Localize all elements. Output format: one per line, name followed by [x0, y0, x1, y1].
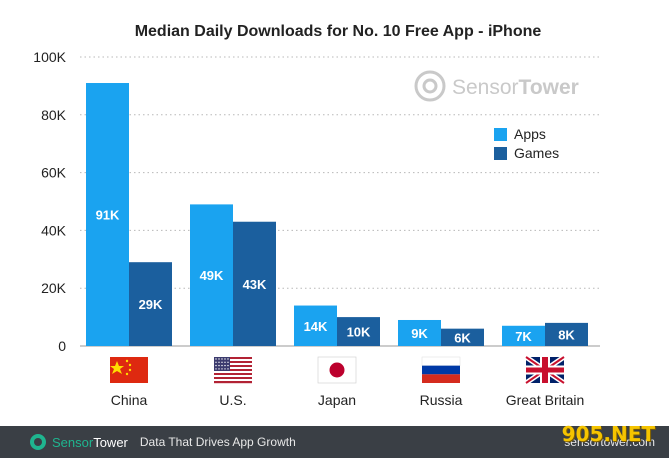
bar-apps [86, 83, 129, 346]
legend-swatch [494, 147, 507, 160]
sensortower-logo-icon [30, 434, 46, 450]
bar-apps [294, 305, 337, 346]
bar-data-label: 9K [411, 326, 428, 341]
footer-brand: SensorTower [52, 434, 128, 450]
y-tick-label: 0 [58, 338, 66, 354]
category-label: U.S. [219, 392, 246, 408]
russia-flag-icon [421, 356, 461, 383]
bar-data-label: 8K [558, 327, 575, 342]
y-axis: 0 20K 40K 60K 80K 100K [33, 49, 66, 354]
legend-swatch [494, 128, 507, 141]
category-label: Japan [318, 392, 356, 408]
bar-data-label: 91K [96, 208, 120, 223]
bar-data-label: 43K [243, 277, 267, 292]
y-tick-label: 20K [41, 280, 67, 296]
legend-label: Games [514, 145, 559, 161]
legend-label: Apps [514, 126, 546, 142]
china-flag-icon [110, 357, 148, 383]
watermark-brand-light: Sensor [452, 76, 519, 99]
sensortower-logo-icon [414, 70, 446, 102]
bar-games [129, 262, 172, 346]
bar-data-label: 10K [347, 325, 371, 340]
footer-bar: SensorTower Data That Drives App Growth … [0, 422, 669, 458]
chart-title: Median Daily Downloads for No. 10 Free A… [135, 23, 542, 40]
footer-logo: SensorTower [30, 434, 128, 450]
overlay-watermark: 905.NET [561, 422, 655, 446]
us-flag-icon [214, 357, 252, 384]
y-tick-label: 100K [33, 49, 66, 65]
svg-text:SensorTower: SensorTower [452, 76, 579, 99]
bar-data-label: 14K [304, 319, 328, 334]
uk-flag-icon [524, 354, 566, 386]
legend: Apps Games [494, 126, 559, 161]
x-axis: China U.S. Japan Russia Great Britain [110, 354, 585, 408]
bar-games [441, 328, 484, 346]
bar-games [545, 322, 588, 346]
bars: 91K 29K 49K 43K 14K 10K 9K 6K 7K 8K [86, 83, 588, 346]
category-label: Great Britain [506, 392, 585, 408]
bar-data-label: 7K [515, 329, 532, 344]
sensortower-watermark: SensorTower [414, 70, 579, 102]
bar-data-label: 6K [454, 330, 471, 345]
bar-data-label: 49K [200, 268, 224, 283]
category-label: Russia [420, 392, 463, 408]
y-tick-label: 60K [41, 165, 67, 181]
bar-data-label: 29K [139, 297, 163, 312]
footer-site[interactable]: sensortower.com [564, 435, 655, 449]
bar-apps [190, 204, 233, 346]
category-label: China [111, 392, 148, 408]
bar-games [233, 221, 276, 346]
chart: Median Daily Downloads for No. 10 Free A… [33, 23, 600, 408]
bar-games [337, 317, 380, 346]
y-tick-label: 80K [41, 107, 67, 123]
y-tick-label: 40K [41, 222, 67, 238]
bar-apps [502, 325, 545, 346]
footer-tagline: Data That Drives App Growth [139, 435, 296, 449]
japan-flag-icon [317, 356, 357, 384]
bar-apps [398, 319, 441, 346]
watermark-brand-bold: Tower [519, 76, 579, 99]
